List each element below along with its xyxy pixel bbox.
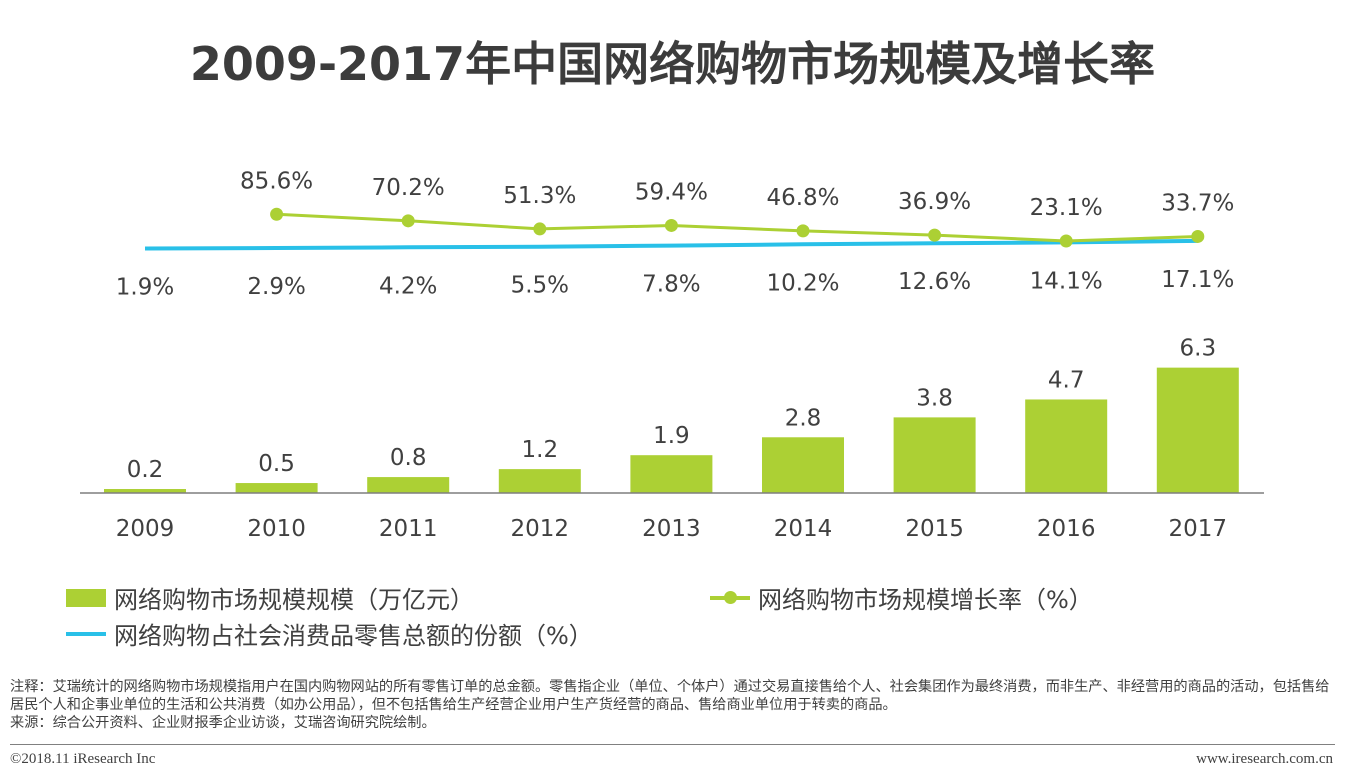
footer-divider — [10, 744, 1335, 745]
growth-line — [276, 212, 1198, 243]
bar-label-2014: 2.8 — [785, 405, 822, 431]
chart-canvas: 0.2 0.5 0.8 1.2 1.9 2.8 3.8 4.7 6.3 2009 2010 2011 2… — [80, 168, 1264, 542]
legend-bar-label: 网络购物市场规模规模（万亿元） — [114, 586, 474, 614]
growth-label-2015: 36.9% — [898, 189, 971, 215]
legend-bar: 网络购物市场规模规模（万亿元） — [66, 580, 474, 615]
growth-point-2011 — [401, 214, 415, 228]
x-tick-2014: 2014 — [774, 516, 833, 542]
bar-label-2013: 1.9 — [653, 423, 690, 449]
legend-share-swatch — [66, 631, 106, 636]
growth-point-2017 — [1191, 229, 1205, 243]
x-tick-2017: 2017 — [1169, 516, 1228, 542]
share-line — [144, 238, 1198, 251]
legend-bar-swatch — [66, 588, 106, 607]
share-label-2016: 14.1% — [1030, 268, 1103, 294]
x-tick-2010: 2010 — [247, 516, 306, 542]
growth-point-2010 — [270, 207, 284, 221]
x-tick-2016: 2016 — [1037, 516, 1096, 542]
footer-copyright: ©2018.11 iResearch Inc — [10, 751, 156, 767]
legend-growth-label: 网络购物市场规模增长率（%） — [758, 586, 1093, 614]
bar-label-2015: 3.8 — [916, 385, 953, 411]
growth-point-2014 — [796, 224, 810, 238]
growth-point-2015 — [928, 228, 942, 242]
share-label-2012: 5.5% — [511, 273, 569, 299]
legend-growth-swatch — [710, 590, 750, 604]
bar-2011 — [367, 477, 450, 493]
bar-2010 — [235, 483, 318, 493]
bar-label-2009: 0.2 — [127, 457, 164, 483]
bar-2016 — [1025, 399, 1108, 493]
bar-2014 — [762, 437, 844, 493]
bar-2017 — [1156, 367, 1239, 493]
bar-label-2010: 0.5 — [258, 451, 295, 477]
growth-label-2017: 33.7% — [1161, 190, 1234, 216]
growth-label-2010: 85.6% — [240, 168, 313, 194]
growth-label-2012: 51.3% — [503, 183, 576, 209]
share-label-2011: 4.2% — [379, 273, 437, 299]
share-label-2015: 12.6% — [898, 269, 971, 295]
growth-label-2014: 46.8% — [766, 185, 839, 211]
legend-growth: 网络购物市场规模增长率（%） — [710, 580, 1093, 615]
bar-label-2017: 6.3 — [1180, 336, 1217, 362]
x-tick-2015: 2015 — [905, 516, 964, 542]
share-label-2014: 10.2% — [766, 270, 839, 296]
bar-2013 — [630, 455, 713, 493]
source-text: 来源：综合公开资料、企业财报季企业访谈，艾瑞咨询研究院绘制。 — [10, 715, 436, 731]
legend-share: 网络购物占社会消费品零售总额的份额（%） — [66, 616, 593, 651]
x-tick-2009: 2009 — [116, 516, 175, 542]
growth-point-2013 — [664, 218, 678, 232]
x-tick-2011: 2011 — [379, 516, 438, 542]
bar-label-2011: 0.8 — [390, 445, 427, 471]
x-tick-2013: 2013 — [642, 516, 701, 542]
note-text: 注释：艾瑞统计的网络购物市场规模指用户在国内购物网站的所有零售订单的总金额。零售… — [10, 679, 1330, 713]
chart-title: 2009-2017年中国网络购物市场规模及增长率 — [189, 37, 1156, 91]
bar-2009 — [104, 489, 186, 493]
growth-label-2013: 59.4% — [635, 179, 708, 205]
growth-label-2016: 23.1% — [1030, 195, 1103, 221]
growth-point-2016 — [1059, 234, 1073, 248]
growth-label-2011: 70.2% — [372, 175, 445, 201]
legend-share-label: 网络购物占社会消费品零售总额的份额（%） — [114, 622, 593, 650]
bar-2012 — [498, 469, 581, 493]
footer-url: www.iresearch.com.cn — [1196, 751, 1333, 767]
share-label-2010: 2.9% — [247, 274, 305, 300]
bar-label-2016: 4.7 — [1048, 367, 1085, 393]
share-label-2009: 1.9% — [116, 275, 174, 301]
chart-note: 注释：艾瑞统计的网络购物市场规模指用户在国内购物网站的所有零售订单的总金额。零售… — [10, 678, 1335, 732]
growth-point-2012 — [533, 222, 547, 236]
bar-2015 — [893, 417, 976, 493]
share-label-2017: 17.1% — [1161, 267, 1234, 293]
x-tick-2012: 2012 — [511, 516, 570, 542]
share-label-2013: 7.8% — [642, 272, 700, 298]
bar-label-2012: 1.2 — [522, 437, 559, 463]
